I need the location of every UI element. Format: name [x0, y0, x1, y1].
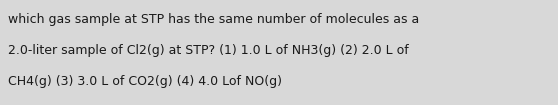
- Text: 2.0-liter sample of Cl2(g) at STP? (1) 1.0 L of NH3(g) (2) 2.0 L of: 2.0-liter sample of Cl2(g) at STP? (1) 1…: [8, 44, 409, 57]
- Text: which gas sample at STP has the same number of molecules as a: which gas sample at STP has the same num…: [8, 13, 420, 26]
- Text: CH4(g) (3) 3.0 L of CO2(g) (4) 4.0 Lof NO(g): CH4(g) (3) 3.0 L of CO2(g) (4) 4.0 Lof N…: [8, 75, 282, 88]
